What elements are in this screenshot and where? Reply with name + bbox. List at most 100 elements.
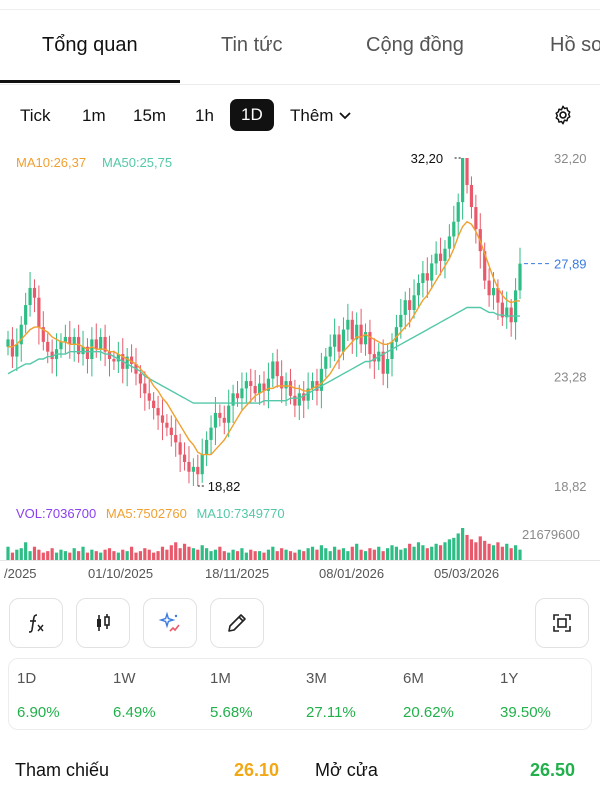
tab-bar: Tổng quan Tin tức Cộng đồng Hồ sơ [0, 18, 600, 84]
tab-community[interactable]: Cộng đồng [366, 34, 464, 56]
candle [160, 399, 165, 441]
candle [275, 349, 279, 388]
volume-bar [271, 546, 275, 560]
volume-bar [333, 546, 337, 560]
volume-bar [399, 549, 403, 560]
volume-bar [187, 546, 191, 560]
volume-bar [280, 548, 284, 560]
volume-bar [10, 552, 15, 560]
candle-body [513, 290, 518, 323]
candle-body [227, 405, 231, 423]
volume-bar [213, 549, 218, 560]
interval-15m[interactable]: 15m [133, 106, 167, 125]
volume-bar [200, 545, 204, 560]
fullscreen-button[interactable] [535, 598, 589, 648]
volume-bar [59, 549, 63, 560]
candle-body [447, 236, 451, 249]
interval-tick[interactable]: Tick [20, 106, 51, 125]
candle-body [297, 393, 301, 406]
candle-body [372, 354, 376, 362]
low-annotation: 18,82 [208, 479, 241, 494]
chart-type-button[interactable] [76, 598, 130, 648]
volume-bar [275, 551, 279, 560]
candle-body [143, 383, 147, 394]
volume-bar [491, 545, 496, 560]
tab-overview[interactable]: Tổng quan [42, 34, 138, 56]
candle [443, 240, 447, 279]
candle [505, 291, 509, 329]
volume-bar [518, 549, 522, 560]
performance-item[interactable]: 1W 6.49% [105, 659, 201, 731]
volume-bar [324, 548, 328, 560]
candle-body [222, 417, 226, 423]
candle-body [337, 334, 341, 352]
candle-body [496, 287, 500, 303]
performance-period: 3M [306, 670, 327, 687]
volume-bar [284, 549, 288, 560]
interval-1h[interactable]: 1h [195, 106, 214, 125]
interval-1m[interactable]: 1m [82, 106, 106, 125]
gear-icon[interactable] [552, 104, 574, 126]
volume-bar [174, 542, 178, 560]
candle-body [6, 339, 10, 347]
volume-bar [143, 548, 147, 560]
fullscreen-icon [553, 614, 571, 632]
candle-body [187, 461, 191, 472]
performance-item[interactable]: 1Y 39.50% [492, 659, 588, 731]
volume-bar [421, 545, 425, 560]
performance-item[interactable]: 3M 27.11% [298, 659, 394, 731]
volume-bar [46, 551, 50, 560]
volume-bar [385, 548, 390, 560]
draw-tool-button[interactable] [210, 598, 264, 648]
volume-bar [341, 548, 346, 560]
volume-bar [461, 528, 465, 560]
interval-1d[interactable]: 1D [230, 99, 274, 131]
candle [147, 377, 151, 410]
volume-bar [328, 551, 332, 560]
performance-period: 6M [403, 670, 424, 687]
tab-news[interactable]: Tin tức [221, 34, 283, 56]
ai-analysis-button[interactable] [143, 598, 197, 648]
candle [134, 347, 138, 386]
volume-bar [182, 543, 187, 560]
price-chart[interactable]: 32,20 23,28 18,82 27,89 32,20 18,82 [0, 148, 600, 500]
candle [116, 341, 120, 373]
more-intervals-dropdown[interactable]: Thêm [290, 106, 352, 126]
volume-legend: VOL:7036700 MA5:7502760 MA10:7349770 [16, 506, 291, 521]
candle-body [333, 334, 337, 347]
candle [222, 405, 226, 435]
performance-item[interactable]: 1M 5.68% [202, 659, 298, 731]
volume-bar [438, 545, 443, 560]
formula-icon [28, 614, 44, 633]
candle-body [461, 158, 465, 203]
volume-bar [160, 546, 165, 560]
candle-body [10, 339, 15, 357]
candle [152, 392, 156, 420]
candle-body [196, 466, 200, 475]
volume-bar [390, 545, 394, 560]
candle [302, 381, 306, 419]
candle-body [77, 336, 81, 355]
price-axis-label: 32,20 [554, 151, 587, 166]
volume-bar [394, 546, 399, 560]
indicator-button[interactable] [9, 598, 63, 648]
candle [169, 415, 173, 447]
performance-item[interactable]: 6M 20.62% [395, 659, 491, 731]
candle-body [182, 454, 187, 462]
candle-body [416, 283, 421, 296]
candle-body [306, 388, 310, 401]
volume-bar [350, 546, 354, 560]
candle-body [240, 388, 244, 399]
volume-bar [32, 546, 37, 560]
ma10-legend: MA10:26,37 [16, 155, 87, 170]
tab-profile[interactable]: Hồ sơ [550, 34, 600, 56]
candle-body [174, 435, 178, 443]
volume-bar [412, 546, 416, 560]
performance-item[interactable]: 1D 6.90% [9, 659, 105, 731]
volume-bar [297, 549, 301, 560]
candle [509, 298, 513, 337]
candle-body [425, 273, 429, 281]
volume-bar [465, 534, 469, 560]
candle-body [59, 341, 63, 350]
candle-body [81, 346, 85, 355]
